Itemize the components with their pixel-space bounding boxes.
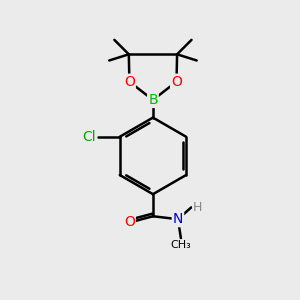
Text: N: N xyxy=(173,212,183,226)
Text: O: O xyxy=(124,75,135,89)
Text: O: O xyxy=(171,75,182,89)
Text: B: B xyxy=(148,93,158,107)
Text: O: O xyxy=(124,215,135,229)
Text: CH₃: CH₃ xyxy=(170,240,191,250)
Text: Cl: Cl xyxy=(82,130,96,144)
Text: H: H xyxy=(193,201,202,214)
